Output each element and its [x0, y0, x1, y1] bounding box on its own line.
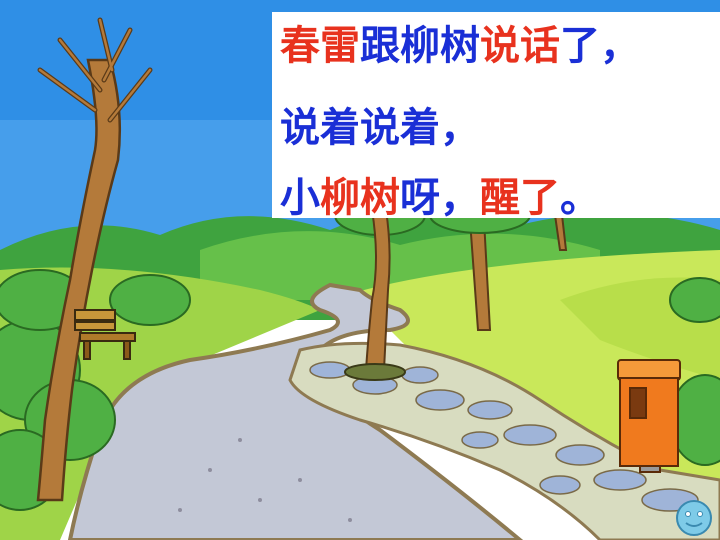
poem-segment: 。 [560, 175, 600, 221]
poem-segment: 说话 [480, 23, 560, 69]
road [67, 282, 524, 540]
poem-line-3: 小柳树呀，醒了。 [280, 174, 600, 222]
poem-line-1: 春雷跟柳树说话了， [280, 22, 640, 70]
poem-segment: 小 [280, 175, 320, 221]
bench-icon [74, 309, 136, 360]
trash-bin-icon [617, 359, 681, 473]
right-bushes [669, 277, 720, 466]
left-bushes [0, 269, 191, 511]
poem-segment: 柳树 [320, 175, 400, 221]
poem-segment: 了， [560, 23, 640, 69]
poem-segment: 跟柳树 [360, 23, 480, 69]
poem-text-box: 春雷跟柳树说话了， 说着说着， 小柳树呀，醒了。 [272, 12, 720, 221]
smiley-icon[interactable] [674, 498, 714, 538]
poem-segment: 春雷 [280, 23, 360, 69]
stone-path [288, 341, 720, 540]
poem-segment: 醒了 [480, 175, 560, 221]
left-tree-trunk [36, 58, 122, 502]
poem-line-2: 说着说着， [280, 104, 480, 152]
poem-segment: 说着说着， [280, 105, 480, 151]
poem-segment: 呀， [400, 175, 480, 221]
